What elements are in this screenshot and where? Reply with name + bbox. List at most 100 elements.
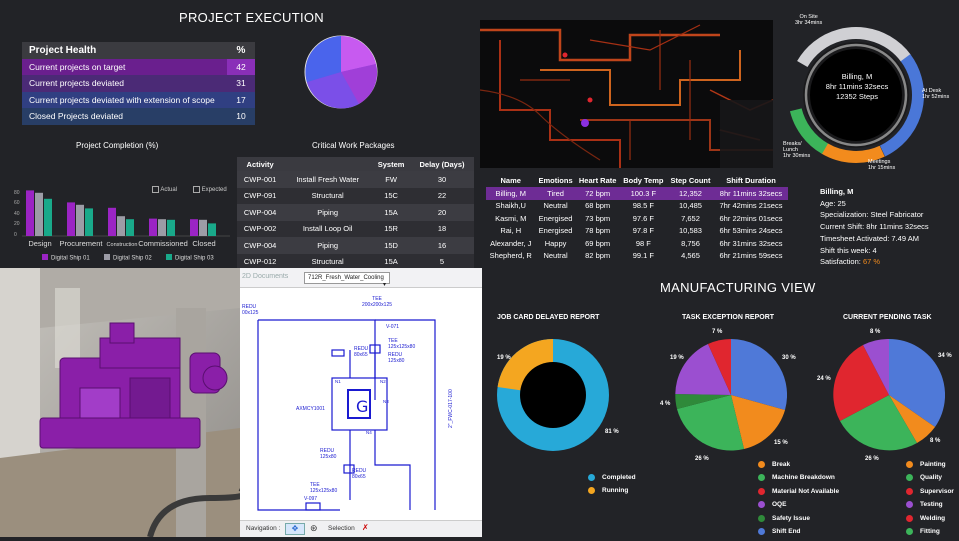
pid-bottom-bar: Navigation : ✥ ⊛ Selection ✗ [240, 520, 482, 537]
pid-label: TEE 125x125x80 [388, 338, 416, 350]
bar-closed-2[interactable] [199, 219, 207, 236]
row-value: 42 [227, 58, 255, 75]
pct-heading: % [227, 42, 255, 59]
row-label: Closed Projects deviated [29, 111, 124, 122]
task-exception-legend: Break Machine Breakdown Material Not Ava… [758, 461, 839, 541]
chevron-down-icon: ▾ [382, 282, 386, 288]
map-marker-selected[interactable] [581, 119, 589, 127]
table-row[interactable]: CWP-002 Install Loop Oil 15R 18 [237, 220, 474, 237]
bar-procurement-1[interactable] [67, 202, 75, 236]
project-health-table: Project Health % Current projects on tar… [22, 42, 255, 125]
x-tick-label: Closed [192, 239, 215, 248]
rotate-icon[interactable]: ⊛ [310, 523, 318, 533]
pid-label: REDU 00x125 [242, 304, 259, 316]
engine-3d-view[interactable] [0, 268, 240, 537]
x-tick-label: Commissioned [138, 239, 188, 248]
map-marker[interactable] [587, 97, 593, 103]
bar-commissioned-3[interactable] [167, 219, 175, 236]
pending-task-pie [833, 339, 945, 451]
pid-label: N2 [380, 379, 386, 384]
critical-work-title: Critical Work Packages [312, 141, 395, 150]
project-execution-title: PROJECT EXECUTION [179, 10, 324, 25]
bar-design-3[interactable] [44, 198, 52, 236]
pid-label: AXMCY1001 [296, 406, 325, 412]
task-exception-pie [675, 339, 787, 451]
bar-construction-3[interactable] [126, 219, 134, 236]
pid-viewer[interactable]: 2D Documents 712R_Fresh_Water_Cooling ▾ G… [240, 268, 482, 537]
bar-design-1[interactable] [26, 190, 34, 236]
table-row-selected[interactable]: Billing, M Tired 72 bpm 100.3 F 12,352 8hr 11… [486, 187, 788, 200]
table-row[interactable]: Current projects on target 42 [22, 58, 255, 75]
table-row[interactable]: CWP-091 Structural 15C 22 [237, 187, 474, 204]
ring-center: Billing, M 8hr 11mins 32secs 12352 Steps [825, 72, 889, 101]
bar-construction-2[interactable] [117, 216, 125, 236]
table-row[interactable]: CWP-012 Structural 15A 5 [237, 253, 474, 270]
pending-task-legend: Painting Quality Supervisor Testing Weld… [906, 461, 954, 541]
row-value: 31 [236, 78, 246, 89]
pan-icon[interactable]: ✥ [285, 523, 305, 535]
col-header: System [372, 157, 411, 171]
job-card-title: JOB CARD DELAYED REPORT [497, 314, 600, 321]
clear-selection-icon[interactable]: ✗ [362, 523, 369, 532]
table-row[interactable]: CWP-004 Piping 15A 20 [237, 204, 474, 221]
label-meetings: Meetings 1hr 15mins [868, 159, 896, 171]
row-value: 17 [236, 94, 246, 105]
row-label: Current projects deviated with extension… [29, 94, 215, 105]
table-row[interactable]: Shaikh,U Neutral 68 bpm 98.5 F 10,485 7hr 42m… [495, 201, 783, 211]
pct-running: 19 % [497, 355, 511, 361]
bar-design-2[interactable] [35, 192, 43, 236]
label-breaks: Breaks/Lunch 1hr 30mins [783, 141, 811, 159]
worker-detail-panel: Billing, M Age: 25 Specialization: Steel… [820, 187, 929, 267]
navigation-label: Navigation : [246, 525, 281, 532]
table-row[interactable]: Shepherd, R Neutral 82 bpm 99.1 F 4,565 6hr 2… [489, 251, 783, 261]
table-row[interactable]: Rai, H Energised 78 bpm 97.8 F 10,583 6hr 53m… [500, 226, 783, 236]
pct-label: 34 % [938, 353, 952, 359]
legend-expected: Expected [193, 186, 227, 193]
legend-swatch [42, 254, 48, 260]
bar-closed-3[interactable] [208, 223, 216, 236]
table-row[interactable]: CWP-001 Install Fresh Water FW 30 [237, 171, 474, 188]
pid-label: REDU 80x65 [354, 346, 369, 358]
site-map[interactable] [480, 20, 773, 168]
table-row[interactable]: Kasmi, M Energised 73 bpm 97.6 F 7,652 6hr 22… [495, 213, 783, 223]
tab-2d-documents[interactable]: 2D Documents [242, 273, 289, 280]
table-row[interactable]: Current projects deviated 31 [22, 75, 255, 92]
x-tick-label: Construction [107, 242, 138, 248]
legend-swatch [104, 254, 110, 260]
bar-commissioned-1[interactable] [149, 218, 157, 236]
pid-label: TEE 125x125x80 [310, 482, 338, 494]
bar-procurement-2[interactable] [76, 204, 84, 236]
pid-label: N4 [366, 430, 372, 435]
bar-procurement-3[interactable] [85, 208, 93, 236]
pid-label: V-071 [386, 324, 400, 330]
row-label: Current projects on target [29, 61, 126, 72]
pid-label: V-097 [304, 496, 318, 502]
table-row[interactable]: Current projects deviated with extension… [22, 91, 255, 108]
pid-label: 2"_FWC-017-100 [448, 389, 454, 428]
svg-text:G: G [356, 397, 368, 416]
row-value: 10 [236, 111, 246, 122]
selection-label: Selection [328, 525, 355, 532]
legend-label: Digital Ship 01 [51, 256, 90, 262]
pct-label: 19 % [670, 355, 684, 361]
bar-closed-1[interactable] [190, 219, 198, 236]
legend-label: Digital Ship 02 [113, 256, 152, 262]
project-health-pie [304, 35, 378, 109]
y-axis-ticks: 80 60 40 20 0 [14, 190, 20, 238]
manufacturing-title: MANUFACTURING VIEW [660, 280, 816, 295]
table-row[interactable]: Alexander, J Happy 69 bpm 98 F 8,756 6hr 31mi… [490, 238, 783, 248]
job-card-donut [497, 339, 609, 451]
drawing-dropdown[interactable]: 712R_Fresh_Water_Cooling ▾ [304, 272, 390, 288]
bar-commissioned-2[interactable] [158, 219, 166, 236]
pending-task-title: CURRENT PENDING TASK [843, 314, 932, 321]
pct-label: 26 % [865, 456, 879, 462]
bar-construction-1[interactable] [108, 207, 116, 236]
col-header: Delay (Days) [410, 157, 474, 171]
x-tick-label: Design [28, 239, 51, 248]
shift-breakdown-ring [788, 26, 924, 163]
legend-label: Digital Ship 03 [175, 256, 214, 262]
map-marker[interactable] [562, 52, 568, 58]
table-row[interactable]: Closed Projects deviated 10 [22, 108, 255, 125]
pid-label: REDU 125x80 [388, 352, 405, 364]
table-row[interactable]: CWP-004 Piping 15D 16 [237, 237, 474, 254]
